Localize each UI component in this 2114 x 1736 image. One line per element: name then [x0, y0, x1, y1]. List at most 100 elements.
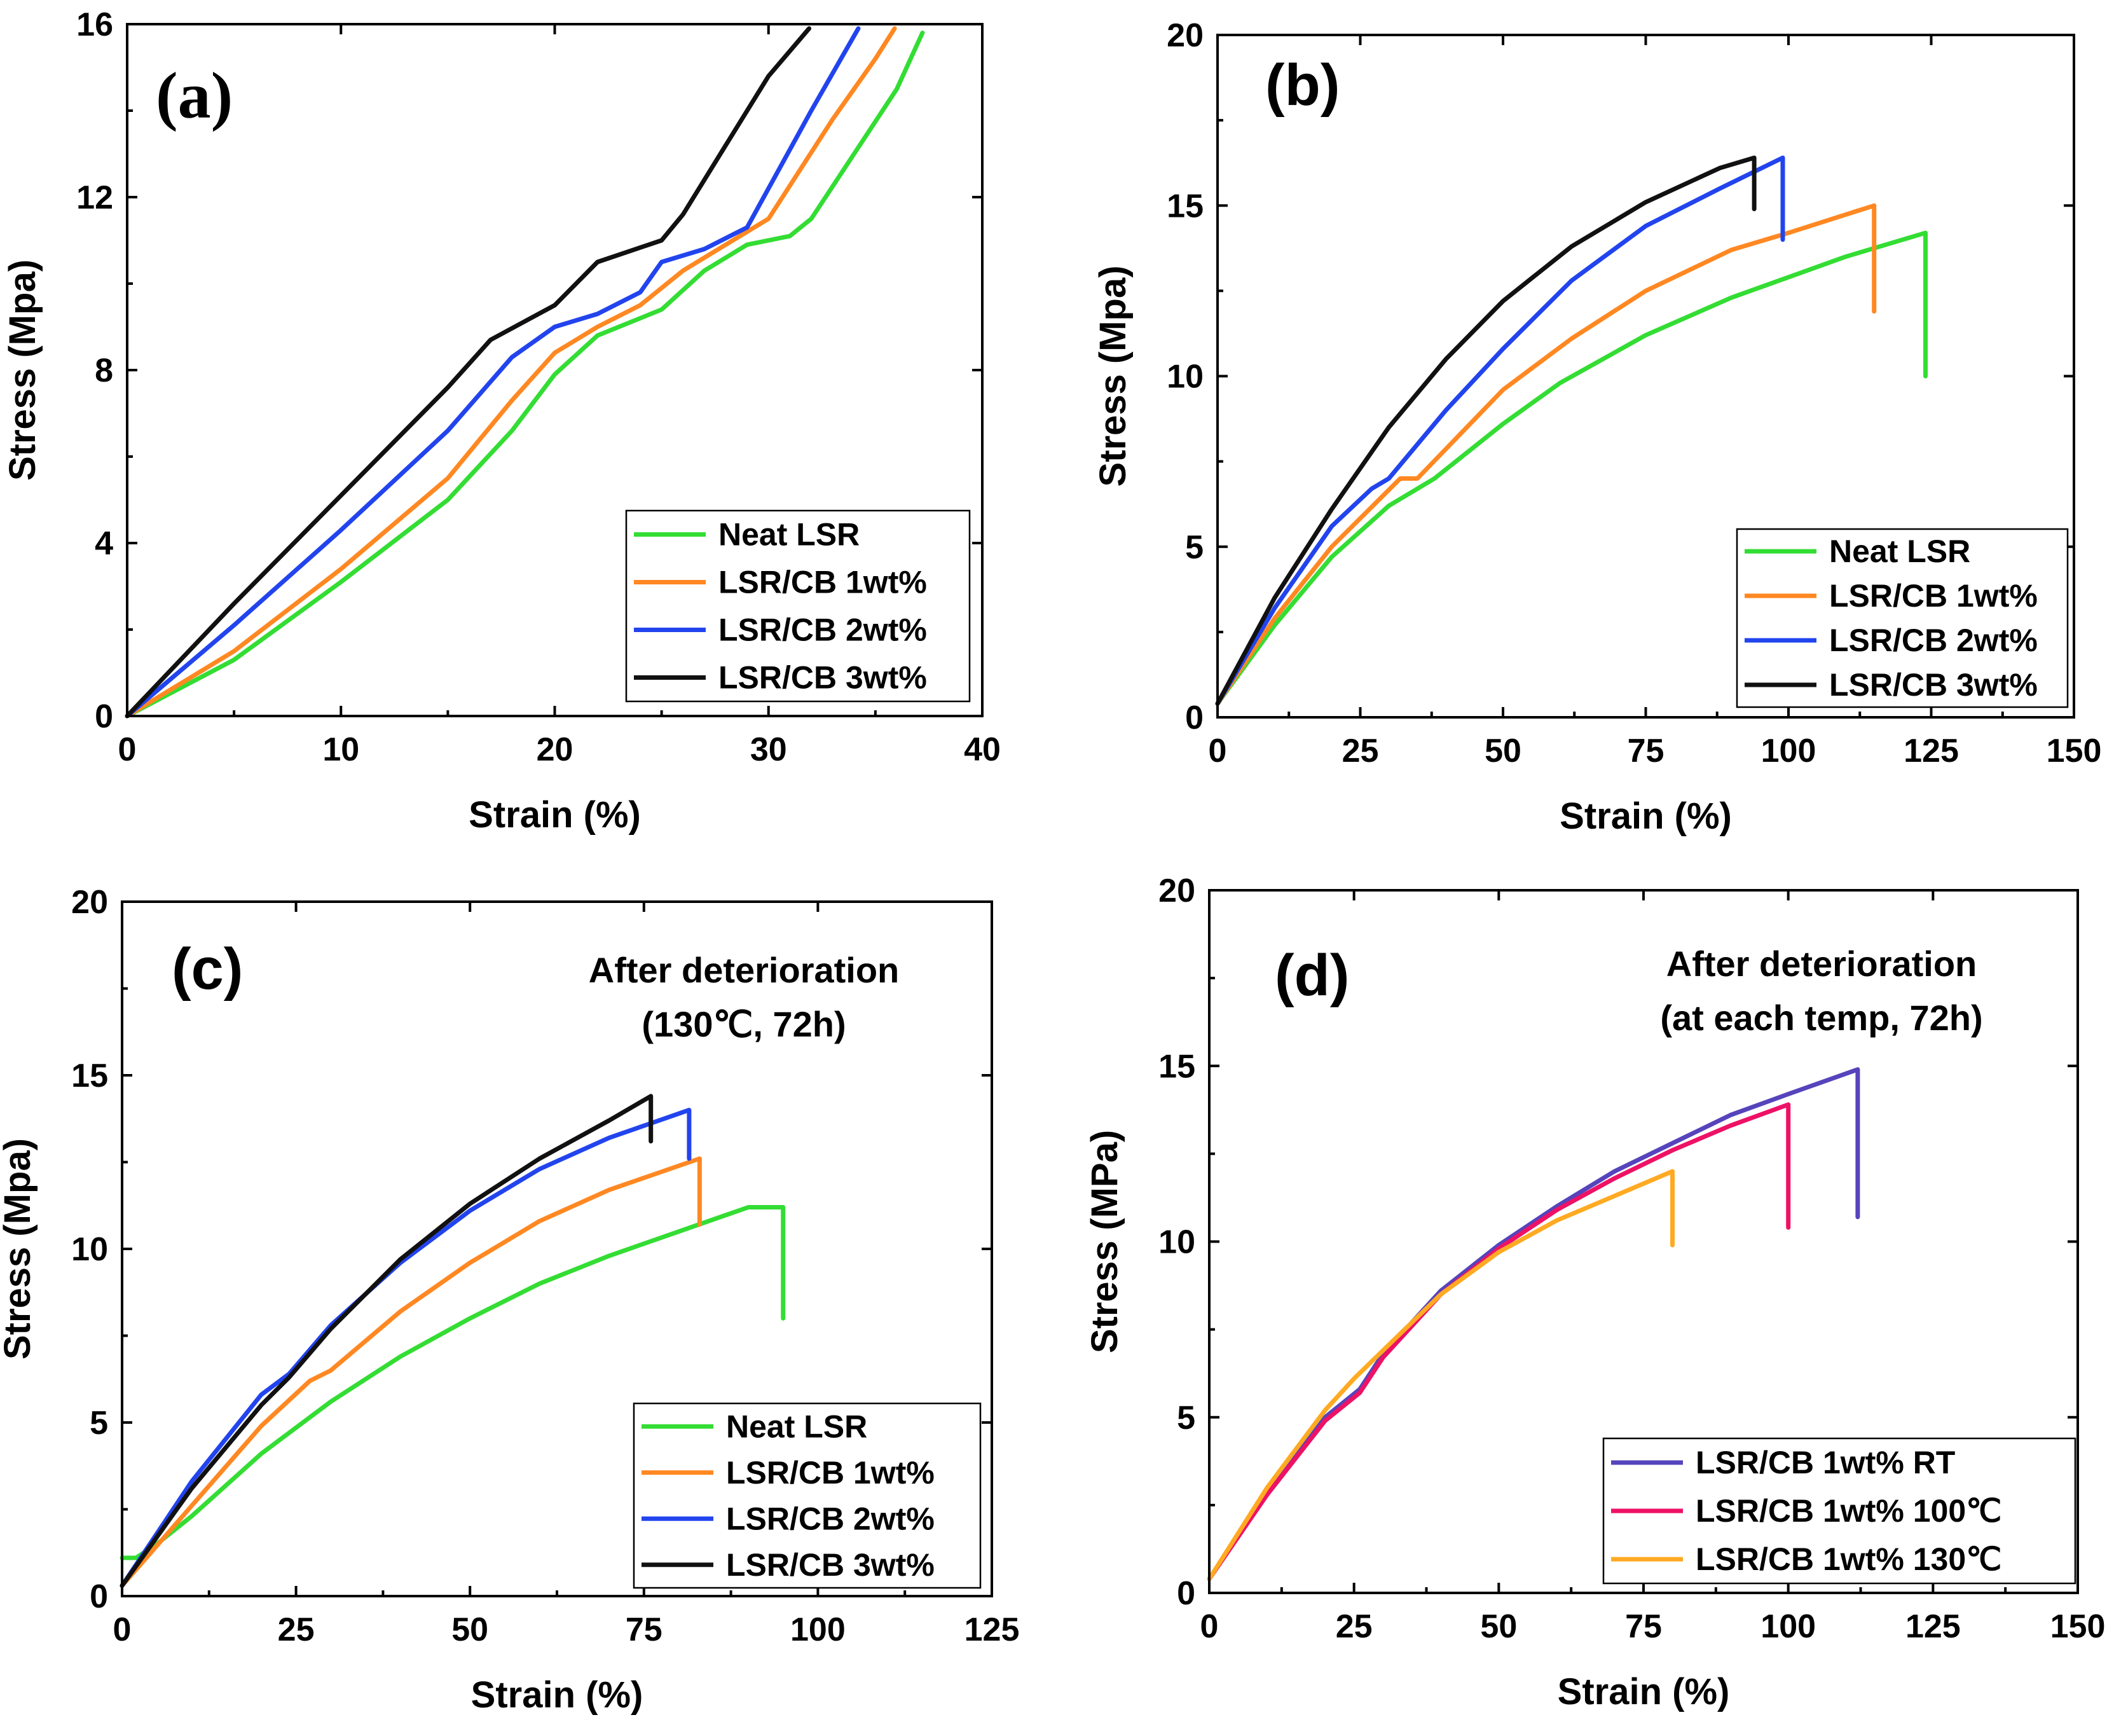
panel-label: (d) [1275, 943, 1349, 1008]
y-tick-label: 0 [1177, 1575, 1195, 1612]
legend-box [633, 1402, 982, 1589]
y-tick-label: 10 [1167, 359, 1204, 396]
panel-d: 0 25 50 75 100 125 150 0 5 10 15 20 Strain (%) Stress… [1084, 872, 2105, 1712]
y-axis-title: Stress (Mpa) [0, 1138, 38, 1360]
x-tick-label: 40 [964, 731, 1001, 768]
x-tick-label: 125 [1904, 733, 1959, 769]
x-tick-label: 0 [1200, 1608, 1219, 1645]
y-tick-label: 4 [95, 525, 113, 562]
x-axis-title: Strain (%) [471, 1674, 643, 1716]
annotation-line: After deterioration [1666, 944, 1977, 984]
x-tick-label: 150 [2047, 733, 2102, 769]
x-tick-label: 25 [1336, 1608, 1373, 1645]
x-tick-label: 100 [1761, 733, 1816, 769]
legend-label: LSR/CB 1wt% 100℃ [1696, 1493, 2001, 1529]
x-tick-label: 150 [2050, 1608, 2106, 1645]
series-line-2 [120, 1156, 702, 1588]
x-tick-label: 125 [1905, 1608, 1961, 1645]
legend-label: LSR/CB 2wt% [726, 1501, 935, 1536]
y-tick-label: 15 [1158, 1048, 1195, 1085]
y-tick-label: 20 [1167, 17, 1204, 54]
y-tick-label: 20 [1158, 872, 1195, 909]
y-tick-label: 16 [76, 6, 113, 43]
legend-label: LSR/CB 1wt% [726, 1455, 935, 1491]
series-line-1 [125, 31, 925, 719]
legend-label: LSR/CB 3wt% [726, 1547, 935, 1583]
series-line-2 [1215, 203, 1877, 706]
y-tick-label: 10 [1158, 1224, 1195, 1261]
panel-b: 0 25 50 75 100 125 150 0 5 10 15 20 Strain (%) Stress… [1092, 17, 2101, 837]
x-tick-label: 50 [1480, 1608, 1517, 1645]
y-tick-label: 5 [1185, 529, 1204, 566]
legend: Neat LSR LSR/CB 1wt% LSR/CB 2wt% LSR/CB 3wt… [625, 509, 971, 703]
legend-label: LSR/CB 2wt% [1829, 623, 2038, 658]
x-tick-label: 0 [113, 1611, 132, 1648]
x-tick-label: 0 [118, 731, 137, 768]
y-tick-label: 0 [1185, 699, 1204, 736]
x-tick-label: 20 [537, 731, 573, 768]
annotation-line: After deterioration [589, 950, 900, 990]
panel-label: (c) [172, 937, 243, 1002]
series-line-2 [125, 26, 897, 719]
y-tick-label: 5 [90, 1405, 108, 1442]
series-line-4 [125, 26, 812, 719]
y-axis-title: Stress (MPa) [1084, 1130, 1125, 1353]
legend-box [1736, 528, 2069, 708]
legend: Neat LSR LSR/CB 1wt% LSR/CB 2wt% LSR/CB 3wt… [1736, 528, 2069, 708]
x-axis-title: Strain (%) [469, 794, 641, 836]
series-line-1 [1215, 230, 1928, 706]
series-line-1 [1207, 1067, 1860, 1581]
legend-label: Neat LSR [1829, 534, 1970, 569]
x-tick-label: 75 [1628, 733, 1664, 769]
y-tick-label: 5 [1177, 1400, 1195, 1436]
x-tick-label: 75 [626, 1611, 662, 1648]
x-tick-label: 50 [1485, 733, 1521, 769]
x-tick-label: 100 [1761, 1608, 1816, 1645]
y-tick-label: 20 [71, 884, 108, 921]
x-tick-label: 30 [750, 731, 787, 768]
x-axis-title: Strain (%) [1558, 1671, 1730, 1712]
panel-c: 0 25 50 75 100 125 0 5 10 15 20 Strain (%) Stress (M… [0, 884, 1019, 1716]
series-line-3 [125, 26, 861, 719]
legend-label: LSR/CB 3wt% [718, 660, 927, 696]
series-line-2 [1207, 1102, 1791, 1581]
y-tick-label: 10 [71, 1231, 108, 1268]
y-tick-label: 0 [95, 698, 113, 735]
y-tick-label: 15 [1167, 188, 1204, 224]
y-tick-label: 8 [95, 352, 113, 389]
y-tick-label: 15 [71, 1057, 108, 1094]
x-tick-label: 10 [322, 731, 359, 768]
series-line-3 [120, 1108, 692, 1588]
legend-label: Neat LSR [726, 1409, 867, 1444]
legend: LSR/CB 1wt% RT LSR/CB 1wt% 100℃ LSR/CB 1wt… [1602, 1437, 2076, 1585]
y-axis-title: Stress (Mpa) [1092, 265, 1134, 486]
legend-label: LSR/CB 2wt% [718, 612, 927, 648]
y-axis-title: Stress (Mpa) [2, 259, 43, 481]
y-tick-label: 12 [76, 179, 113, 216]
legend-label: LSR/CB 1wt% [718, 565, 927, 600]
x-tick-label: 0 [1209, 733, 1227, 769]
legend: Neat LSR LSR/CB 1wt% LSR/CB 2wt% LSR/CB 3wt… [633, 1402, 982, 1589]
x-tick-label: 25 [1342, 733, 1379, 769]
legend-label: LSR/CB 3wt% [1829, 667, 2038, 703]
series-line-3 [1207, 1169, 1675, 1581]
legend-label: LSR/CB 1wt% 130℃ [1696, 1541, 2001, 1577]
x-tick-label: 25 [278, 1611, 315, 1648]
x-tick-label: 125 [964, 1611, 1020, 1648]
annotation-line: (130℃, 72h) [642, 1004, 846, 1044]
panel-label: (b) [1265, 53, 1340, 118]
legend-label: LSR/CB 1wt% [1829, 578, 2038, 614]
panel-label: (a) [156, 59, 233, 132]
legend-box [625, 509, 971, 703]
annotation-line: (at each temp, 72h) [1660, 998, 1982, 1038]
x-tick-label: 100 [790, 1611, 846, 1648]
panel-a: 0 10 20 30 40 0 4 8 12 16 Strain (%) Stress (Mpa) (a… [2, 6, 1001, 836]
x-tick-label: 75 [1625, 1608, 1662, 1645]
x-tick-label: 50 [451, 1611, 488, 1648]
series-line-4 [1215, 155, 1757, 706]
series-line-4 [120, 1094, 654, 1588]
y-tick-label: 0 [90, 1578, 108, 1615]
series-line-3 [1215, 155, 1785, 706]
legend-label: LSR/CB 1wt% RT [1696, 1445, 1955, 1480]
